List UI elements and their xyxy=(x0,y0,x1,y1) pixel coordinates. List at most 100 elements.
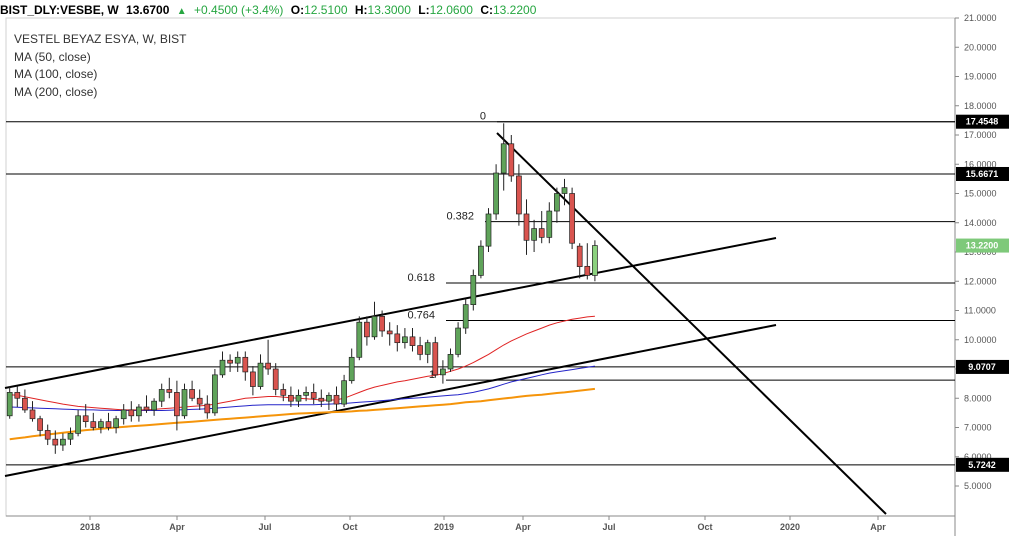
candle-body xyxy=(37,418,43,431)
candle xyxy=(417,336,423,361)
candle xyxy=(288,386,294,408)
y-tick-label: 17.0000 xyxy=(964,130,997,140)
candle xyxy=(592,240,598,282)
candle-body xyxy=(538,228,545,238)
candle-body xyxy=(371,316,378,338)
candle-body xyxy=(82,415,89,422)
candle xyxy=(250,366,256,396)
level-badge-label: 15.6671 xyxy=(966,169,999,179)
candle-body xyxy=(44,430,51,440)
candle-body xyxy=(219,359,226,376)
candle xyxy=(105,412,112,431)
ma200-line xyxy=(9,387,596,441)
candle xyxy=(280,383,287,402)
candle-body xyxy=(409,336,416,346)
candle xyxy=(500,123,507,191)
x-tick-label: 2020 xyxy=(780,522,800,532)
candle xyxy=(516,164,522,226)
candle xyxy=(265,339,271,375)
candle xyxy=(462,298,469,334)
candle-body xyxy=(113,418,119,428)
candle xyxy=(379,310,385,337)
fib-level-label: 0 xyxy=(480,111,486,123)
candle-body xyxy=(166,389,173,393)
level-badge xyxy=(956,166,1009,181)
candle-body xyxy=(364,321,370,338)
candle-body xyxy=(462,304,469,329)
candle xyxy=(386,322,393,346)
candle xyxy=(364,316,370,346)
y-tick-label: 6.0000 xyxy=(964,452,992,462)
candle-body xyxy=(417,345,423,355)
candle xyxy=(14,386,21,408)
candle xyxy=(576,243,583,279)
candle-body xyxy=(234,356,241,364)
level-badge xyxy=(956,359,1009,374)
candle xyxy=(470,269,477,311)
y-tick-label: 16.0000 xyxy=(964,159,997,169)
low-label: L: xyxy=(418,3,430,17)
candle-body xyxy=(136,406,142,417)
candle-body xyxy=(402,336,408,344)
close-value: 13.2200 xyxy=(492,3,537,17)
fib-level-label: 1 xyxy=(429,369,435,381)
candle-body xyxy=(554,193,560,212)
up-arrow-icon: ▲ xyxy=(176,6,187,17)
x-tick-label: Apr xyxy=(169,522,185,532)
candle-body xyxy=(151,400,157,411)
candle xyxy=(402,328,408,349)
legend-ma100[interactable]: MA (100, close) xyxy=(14,67,98,81)
candle-body xyxy=(576,245,583,267)
candle-body xyxy=(75,415,81,434)
candle-body xyxy=(440,368,446,376)
candle-body xyxy=(105,421,112,428)
candle-body xyxy=(29,409,36,420)
level-badge-label: 9.0707 xyxy=(968,362,996,372)
candle xyxy=(234,351,241,372)
candle-body xyxy=(561,187,568,194)
candle-body xyxy=(272,368,279,390)
candle-body xyxy=(584,265,591,276)
candle xyxy=(143,395,150,413)
level-badge-label: 17.4548 xyxy=(966,117,999,127)
candle xyxy=(554,187,560,223)
current-price-badge xyxy=(956,238,1009,253)
candle-body xyxy=(303,392,309,396)
candle xyxy=(546,202,553,244)
candle xyxy=(326,392,332,410)
candle xyxy=(29,401,36,422)
candle xyxy=(37,415,43,437)
candle xyxy=(227,354,233,372)
candle xyxy=(98,418,104,434)
candle xyxy=(136,404,142,422)
candle-body xyxy=(212,374,218,414)
candle-body xyxy=(394,333,401,344)
candle xyxy=(67,427,74,446)
fib-level-label: 0.618 xyxy=(407,272,435,284)
candle-body xyxy=(485,213,492,247)
candle-body xyxy=(265,362,271,370)
y-tick-label: 10.0000 xyxy=(964,335,997,345)
legend-ma200[interactable]: MA (200, close) xyxy=(14,84,98,99)
candle xyxy=(272,363,279,396)
candle xyxy=(189,380,195,402)
candle-body xyxy=(386,330,393,335)
level-badge-label: 5.7242 xyxy=(968,460,996,470)
candle xyxy=(394,325,401,352)
x-tick-label: Apr xyxy=(870,522,886,532)
legend-ma50[interactable]: MA (50, close) xyxy=(14,49,91,64)
candle-body xyxy=(592,245,598,276)
candle-body xyxy=(295,394,302,402)
candle-body xyxy=(523,213,530,241)
candle-body xyxy=(14,392,21,399)
candle xyxy=(485,208,492,252)
lower-trendline xyxy=(4,324,777,477)
candle xyxy=(478,240,484,279)
x-tick-label: Oct xyxy=(697,522,712,532)
candle xyxy=(333,386,340,410)
y-tick-label: 19.0000 xyxy=(964,72,997,82)
y-tick-label: 20.0000 xyxy=(964,42,997,52)
candle-body xyxy=(174,392,180,417)
candle xyxy=(212,369,218,416)
